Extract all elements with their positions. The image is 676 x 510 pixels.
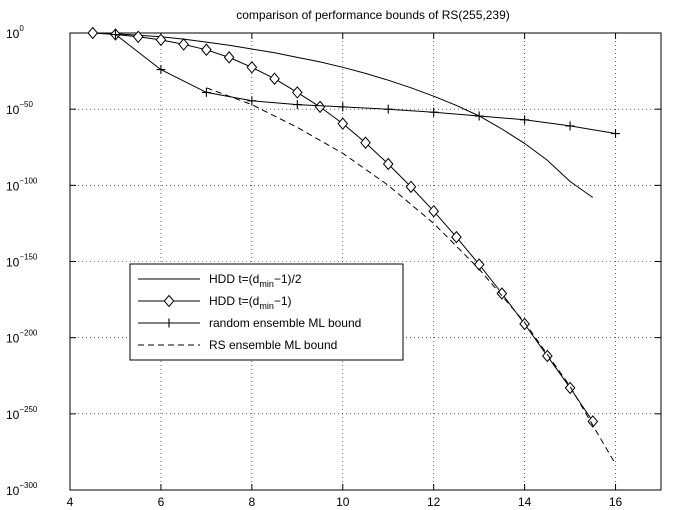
diamond-marker	[155, 33, 167, 47]
plus-marker	[520, 115, 530, 125]
series-4	[206, 87, 616, 465]
legend-label: RS ensemble ML bound	[209, 338, 337, 352]
diamond-marker	[451, 230, 462, 244]
x-tick-label: 16	[609, 495, 623, 509]
legend-item: random ensemble ML bound	[138, 316, 361, 330]
chart-title: comparison of performance bounds of RS(2…	[236, 8, 510, 22]
diamond-marker	[337, 117, 349, 130]
plus-marker	[611, 129, 621, 139]
diamond-marker	[201, 43, 212, 57]
legend-label: HDD t=(dmin−1)	[209, 294, 292, 311]
plus-marker	[429, 107, 439, 117]
diamond-marker	[360, 136, 371, 149]
legend-box	[129, 263, 404, 361]
x-tick-label: 12	[427, 495, 441, 509]
diamond-marker	[291, 86, 303, 99]
diamond-marker	[269, 72, 280, 85]
plus-marker	[110, 30, 120, 40]
y-tick-label: 10−200	[6, 329, 38, 346]
grid	[70, 33, 661, 490]
series-line	[206, 87, 616, 465]
plus-marker	[247, 96, 257, 106]
diamond-marker	[542, 349, 553, 363]
plus-marker	[292, 100, 302, 110]
y-tick-label: 10−300	[6, 481, 38, 498]
diamond-marker	[223, 51, 235, 64]
diamond-marker	[519, 317, 530, 331]
legend-label: HDD t=(dmin−1)/2	[209, 272, 302, 289]
x-tick-label: 8	[249, 495, 256, 509]
diamond-marker	[178, 38, 189, 51]
plus-marker	[474, 111, 484, 121]
series-line	[92, 32, 594, 422]
y-tick-label: 10−50	[6, 100, 33, 117]
y-tick-label: 10−100	[6, 176, 38, 193]
series-line	[92, 32, 594, 198]
x-tick-label: 4	[67, 495, 74, 509]
legend-item: HDD t=(dmin−1)	[138, 294, 292, 311]
y-tick-label: 10−250	[6, 405, 38, 422]
plus-marker	[383, 104, 393, 114]
plus-marker	[565, 121, 575, 131]
x-tick-label: 6	[158, 495, 165, 509]
series-3	[110, 30, 621, 139]
legend: HDD t=(dmin−1)/2 HDD t=(dmin−1) random ens…	[129, 263, 404, 361]
legend-item: HDD t=(dmin−1)/2	[138, 272, 302, 289]
x-tick-label: 14	[518, 495, 532, 509]
series-1	[92, 32, 594, 198]
series-2	[87, 26, 599, 428]
y-tick-label: 100	[6, 24, 24, 41]
diamond-marker	[587, 415, 599, 428]
x-tick-label: 10	[336, 495, 350, 509]
diamond-marker	[428, 204, 440, 218]
plus-marker	[201, 87, 211, 97]
legend-label: random ensemble ML bound	[209, 316, 361, 330]
diamond-marker	[246, 61, 258, 74]
diamond-marker	[405, 180, 417, 194]
diamond-marker	[132, 30, 144, 44]
diamond-marker	[87, 26, 99, 40]
y-tick-label: 10−150	[6, 253, 38, 270]
plus-marker	[156, 65, 166, 75]
diamond-marker	[163, 294, 175, 308]
diamond-marker	[314, 100, 326, 114]
series-line	[115, 34, 616, 134]
data-series	[87, 26, 621, 465]
plus-marker	[338, 102, 348, 112]
legend-item: RS ensemble ML bound	[138, 338, 337, 352]
diamond-marker	[382, 157, 394, 171]
plus-marker	[164, 318, 174, 328]
plot-axes: 4 6 8 10 12 14 16 100 10−50 10−100 10−150 10−200 10−…	[6, 24, 662, 509]
diamond-marker	[473, 258, 485, 271]
